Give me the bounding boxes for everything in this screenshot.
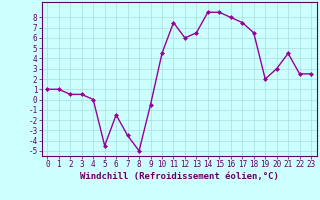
X-axis label: Windchill (Refroidissement éolien,°C): Windchill (Refroidissement éolien,°C): [80, 172, 279, 181]
